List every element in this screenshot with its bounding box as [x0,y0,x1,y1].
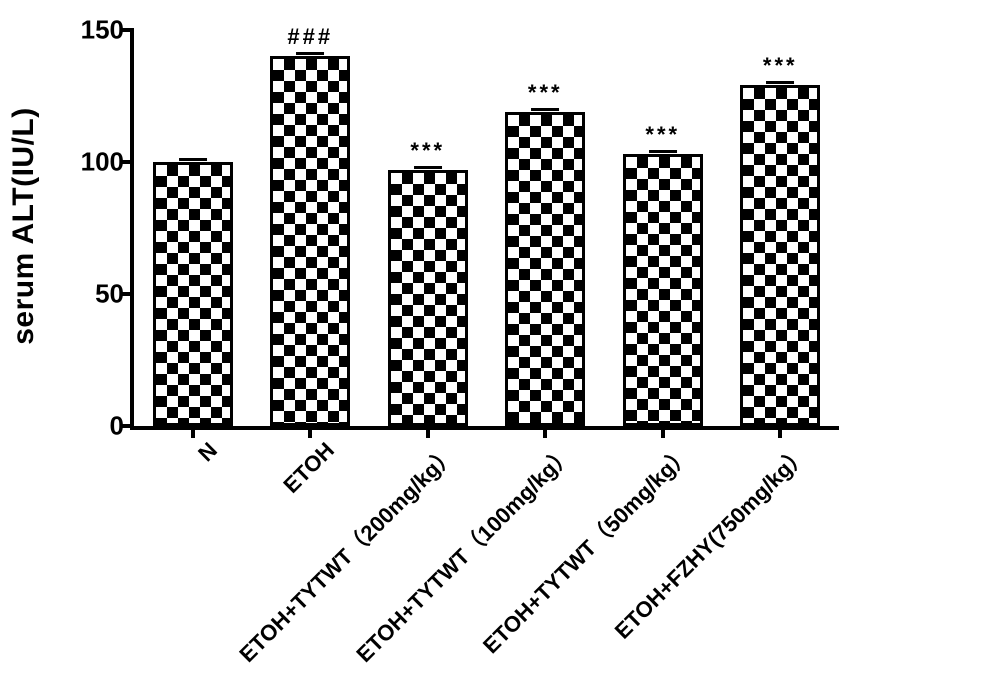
significance-label: *** [763,53,798,79]
bar [270,56,350,426]
bar [740,85,820,426]
bar [505,112,585,426]
plot-area: 050100150NETOH###ETOH+TYTWT（200mg/kg）***… [130,30,839,430]
x-category-label: ETOH [267,426,340,499]
error-cap [649,150,677,153]
significance-label: ### [287,24,333,50]
error-cap [766,81,794,84]
significance-label: *** [528,80,563,106]
y-axis-title: serum ALT(IU/L) [7,107,41,345]
error-cap [531,108,559,111]
bar [388,170,468,426]
significance-label: *** [410,138,445,164]
significance-label: *** [645,122,680,148]
y-tick-label: 0 [110,411,134,442]
bar [153,162,233,426]
error-cap [179,158,207,161]
y-tick-label: 100 [81,147,134,178]
error-cap [414,166,442,169]
bar [623,154,703,426]
y-tick-label: 150 [81,15,134,46]
x-category-label: N [182,426,223,467]
bar-chart-figure: serum ALT(IU/L) 050100150NETOH###ETOH+TY… [0,0,1000,689]
y-tick-label: 50 [95,279,134,310]
x-category-label: ETOH+FZHY(750mg/kg） [595,426,814,645]
error-cap [296,52,324,55]
